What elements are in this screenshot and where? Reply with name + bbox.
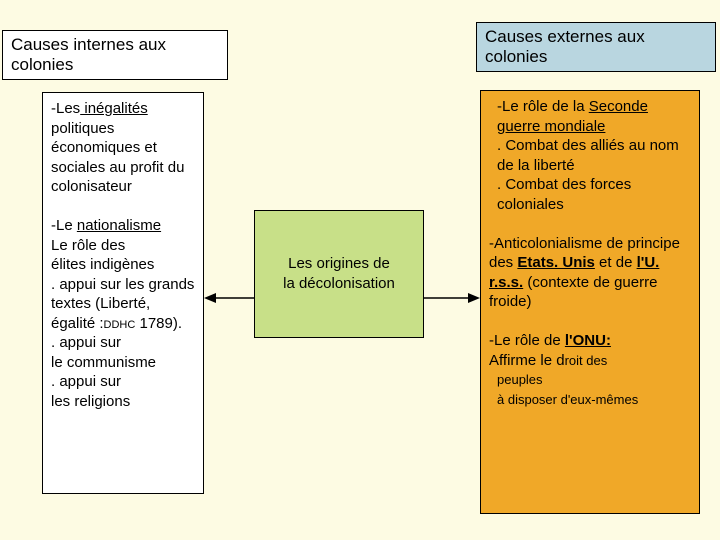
origins-line1: Les origines de [288, 254, 390, 274]
txt: -Les [51, 100, 80, 117]
origins-line2: la décolonisation [283, 274, 395, 294]
arrow-left-icon [204, 290, 254, 306]
inequalities-underline: inégalités [80, 100, 148, 117]
onu-bold: l'ONU: [565, 332, 611, 349]
us-bold: Etats. Unis [517, 254, 595, 271]
txt: le communisme [51, 354, 156, 371]
txt: roit des [565, 353, 608, 368]
nationalism-underline: nationalisme [77, 217, 161, 234]
txt: -Le rôle de la [497, 98, 589, 115]
txt: . appui sur [51, 334, 121, 351]
origins-box: Les origines de la décolonisation [254, 210, 424, 338]
inequalities-item: -Les inégalités politiques économiques e… [51, 99, 195, 197]
txt: et de [595, 254, 637, 271]
txt: peuples [489, 372, 543, 387]
external-causes-box: -Le rôle de la Seconde guerre mondiale .… [480, 90, 700, 514]
header-internal-text: Causes internes aux colonies [11, 35, 166, 74]
header-internal-causes: Causes internes aux colonies [2, 30, 228, 80]
txt: Affirme le d [489, 352, 565, 369]
txt: politiques économiques et sociales au pr… [51, 120, 184, 196]
txt: . Combat des forces coloniales [497, 176, 631, 213]
anticolonialism-item: -Anticolonialisme de principe des Etats.… [489, 234, 691, 312]
txt: . Combat des alliés au nom de la liberté [497, 137, 679, 174]
internal-causes-box: -Les inégalités politiques économiques e… [42, 92, 204, 494]
txt: élites indigènes [51, 256, 154, 273]
txt: à disposer d'eux-mêmes [489, 392, 638, 407]
txt: . appui sur [51, 373, 121, 390]
arrow-right-icon [424, 290, 480, 306]
txt: -Le [51, 217, 77, 234]
txt: Le rôle des [51, 237, 125, 254]
onu-item: -Le rôle de l'ONU: Affirme le droit des … [489, 331, 691, 409]
ddhc-small: DDHC [104, 319, 136, 331]
txt: -Le rôle de [489, 332, 565, 349]
txt: les religions [51, 393, 130, 410]
nationalism-item: -Le nationalisme Le rôle des élites indi… [51, 216, 195, 411]
header-external-causes: Causes externes aux colonies [476, 22, 716, 72]
txt: 1789). [135, 315, 182, 332]
ww2-item: -Le rôle de la Seconde guerre mondiale .… [489, 97, 691, 214]
header-external-text: Causes externes aux colonies [485, 27, 645, 66]
